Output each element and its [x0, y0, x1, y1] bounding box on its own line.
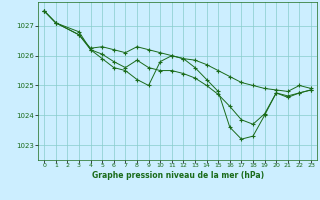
X-axis label: Graphe pression niveau de la mer (hPa): Graphe pression niveau de la mer (hPa)	[92, 171, 264, 180]
